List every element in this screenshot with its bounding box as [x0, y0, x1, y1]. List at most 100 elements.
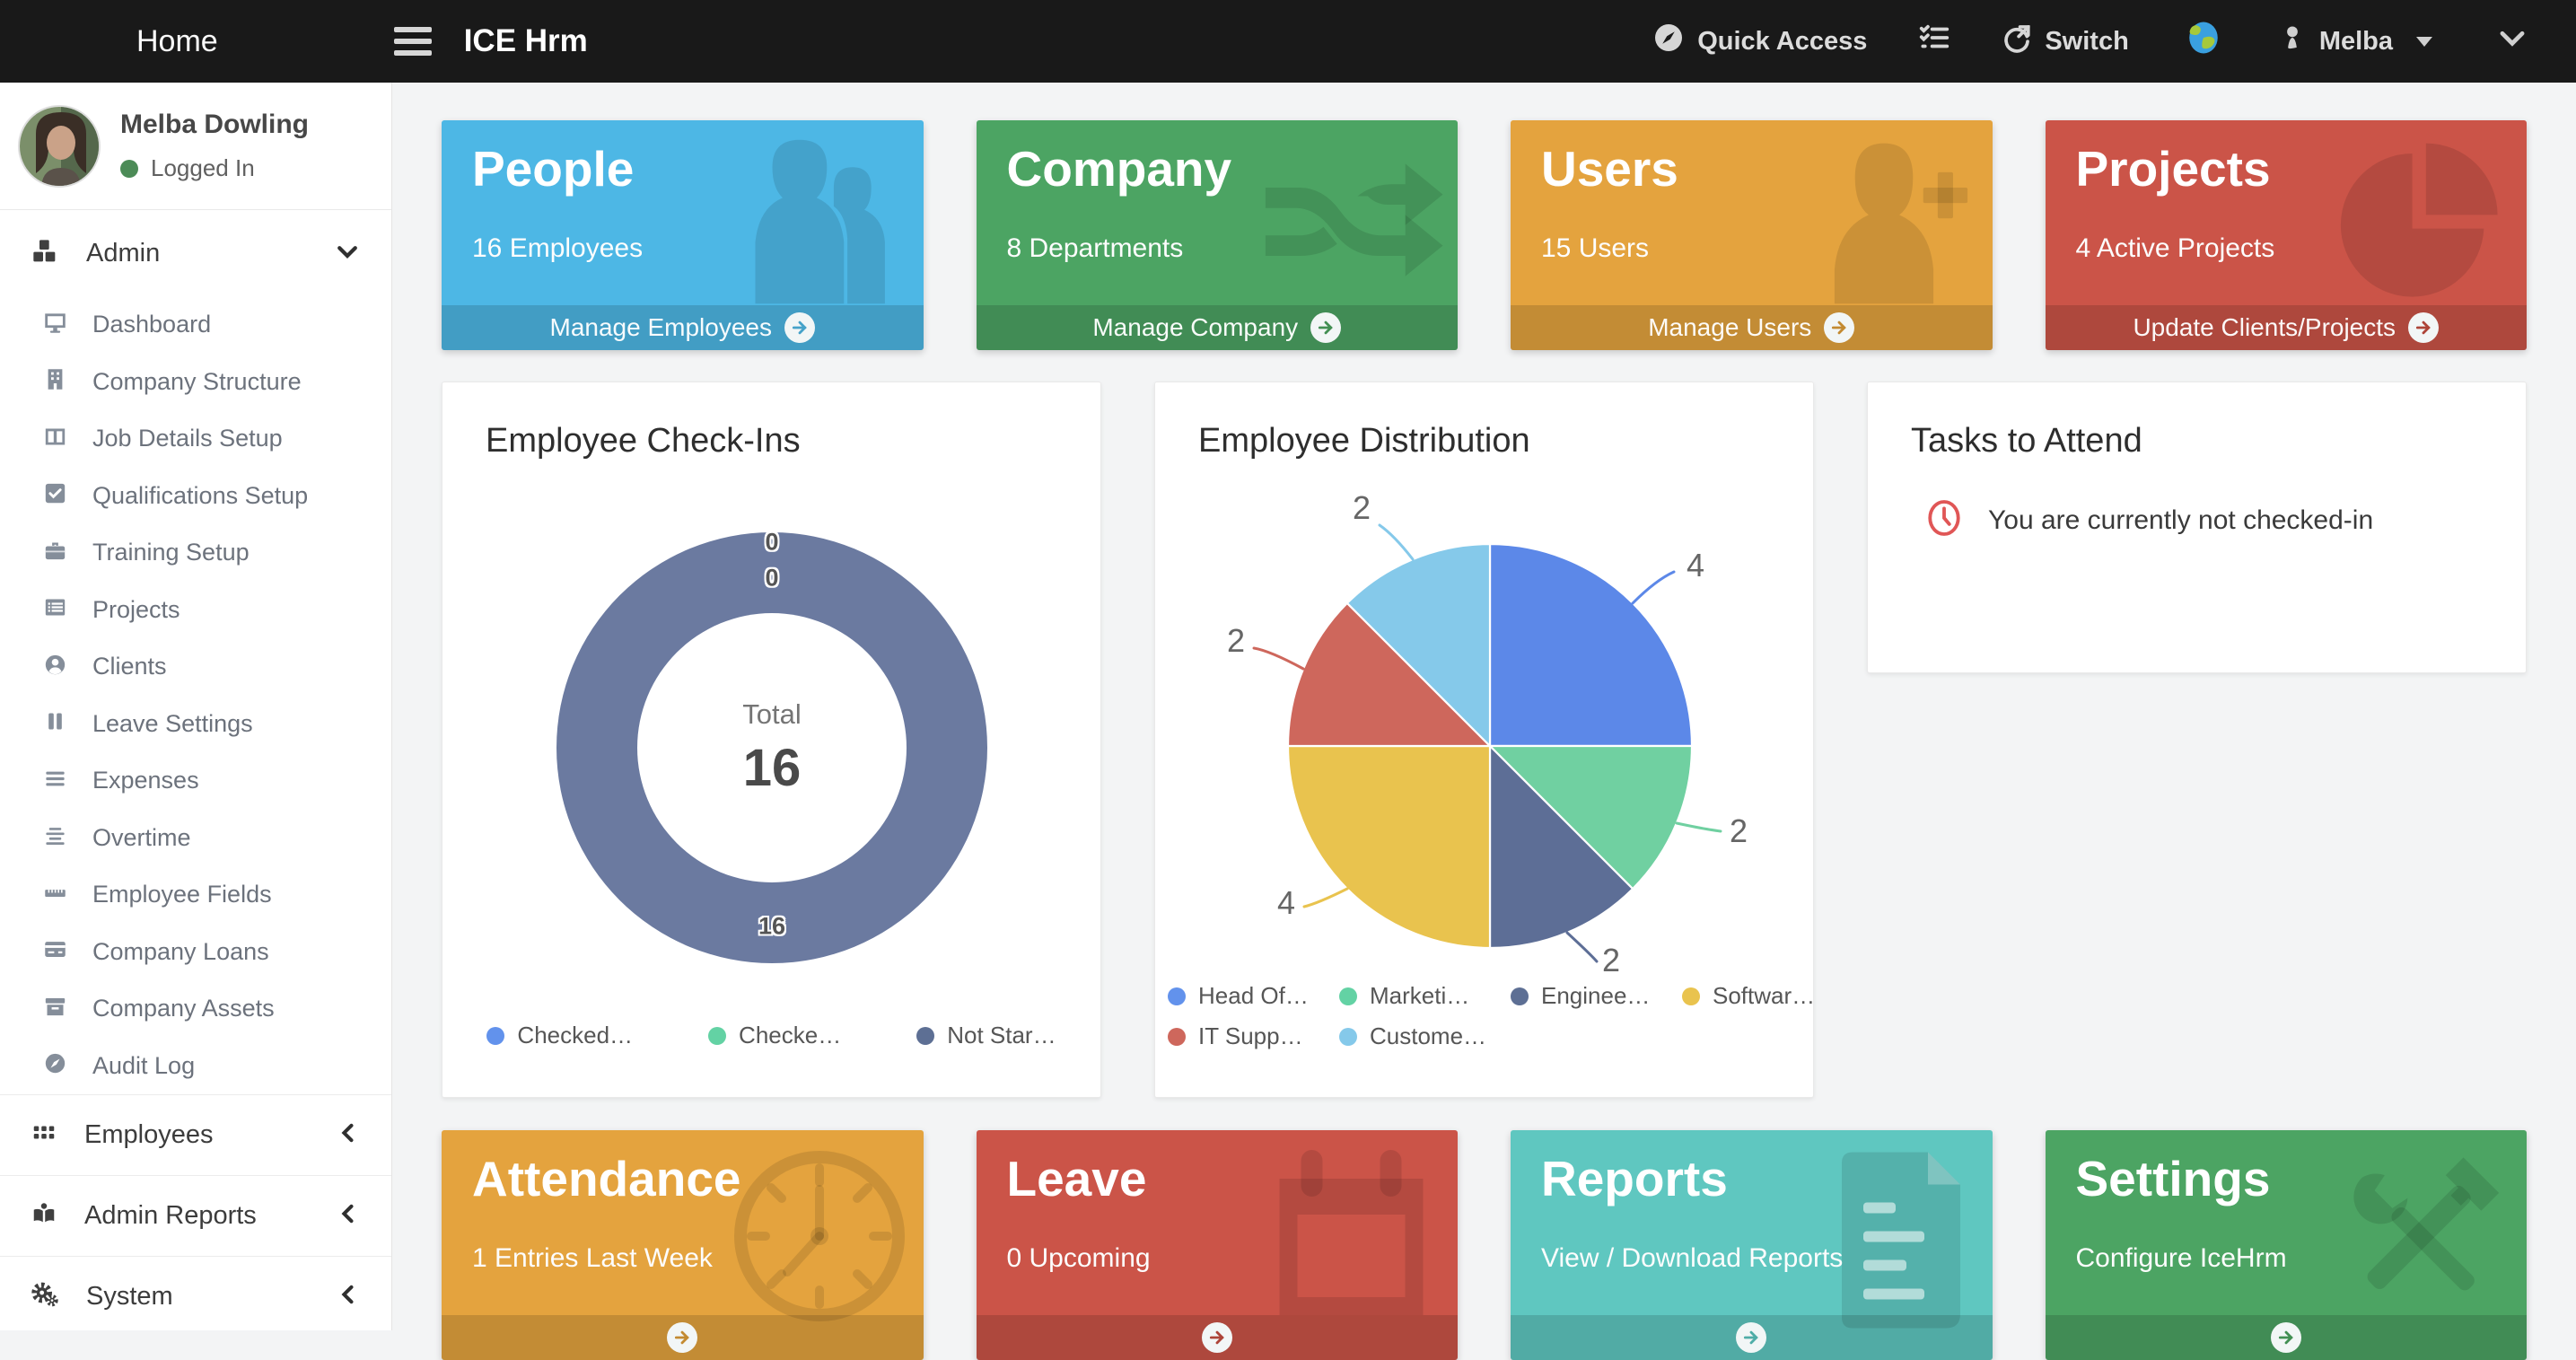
sidebar-item-qualifications-setup[interactable]: Qualifications Setup — [0, 468, 391, 525]
legend-item[interactable]: Checked… — [486, 1022, 633, 1049]
arrow-right-icon — [1310, 312, 1342, 343]
topbar: Home ICE Hrm Quick Access — [0, 0, 2576, 83]
checklist-button[interactable] — [1917, 21, 1951, 62]
sidebar-item-leave-settings[interactable]: Leave Settings — [0, 696, 391, 753]
pie-value-label: 4 — [1687, 547, 1704, 583]
sidebar-item-job-details-setup[interactable]: Job Details Setup — [0, 410, 391, 468]
tile-subtitle: Configure IceHrm — [2075, 1243, 2287, 1273]
document-icon — [1841, 1152, 1960, 1329]
monitor-icon — [43, 311, 67, 339]
manage-users-link[interactable]: Manage Users — [1511, 305, 1993, 350]
checkins-legend: Checked… Checke… Not Star… — [442, 1022, 1100, 1049]
compass-icon — [1652, 22, 1685, 61]
tile-title: Projects — [2075, 141, 2271, 197]
quick-access-button[interactable]: Quick Access — [1652, 22, 1867, 61]
tile-reports[interactable]: Reports View / Download Reports — [1511, 1130, 1993, 1360]
legend-item[interactable]: Checke… — [708, 1022, 841, 1049]
clock-icon — [733, 1151, 905, 1321]
legend-swatch — [1168, 987, 1186, 1005]
switch-button[interactable]: Switch — [2002, 22, 2129, 60]
sidebar-section-admin[interactable]: Admin — [0, 210, 391, 296]
pie-value-label: 4 — [1277, 884, 1295, 921]
tile-title: Company — [1006, 141, 1232, 197]
main-content: People 16 Employees Manage Employees Com… — [392, 83, 2576, 1360]
calendar-icon — [1279, 1150, 1424, 1315]
settings-footer-link[interactable] — [2045, 1315, 2527, 1360]
ruler-icon — [43, 881, 67, 909]
person-icon — [2278, 23, 2307, 59]
sidebar-item-expenses[interactable]: Expenses — [0, 752, 391, 810]
manage-employees-link[interactable]: Manage Employees — [442, 305, 924, 350]
tile-title: Settings — [2075, 1151, 2271, 1206]
sidebar-item-company-loans[interactable]: Company Loans — [0, 924, 391, 981]
update-clients-projects-link[interactable]: Update Clients/Projects — [2045, 305, 2527, 350]
building-icon — [43, 367, 67, 396]
arrow-right-icon — [784, 312, 815, 343]
legend-swatch — [1682, 987, 1700, 1005]
arrow-right-icon — [1201, 1322, 1232, 1353]
sidebar-item-training-setup[interactable]: Training Setup — [0, 524, 391, 582]
task-message: You are currently not checked-in — [1988, 505, 2374, 535]
sidebar-item-company-assets[interactable]: Company Assets — [0, 980, 391, 1038]
sidebar-item-clients[interactable]: Clients — [0, 638, 391, 696]
cubes-icon — [31, 237, 59, 270]
legend-item[interactable]: Not Star… — [916, 1022, 1056, 1049]
chevron-left-icon — [336, 1120, 361, 1150]
leave-footer-link[interactable] — [976, 1315, 1458, 1360]
sidebar-item-company-structure[interactable]: Company Structure — [0, 354, 391, 411]
sidebar-item-projects[interactable]: Projects — [0, 582, 391, 639]
hamburger-icon[interactable] — [393, 27, 432, 56]
legend-item[interactable]: Enginee… — [1511, 982, 1682, 1010]
tile-subtitle: 0 Upcoming — [1006, 1243, 1151, 1273]
archive-icon — [43, 995, 67, 1023]
reports-footer-link[interactable] — [1511, 1315, 1993, 1360]
chevron-left-icon — [336, 1201, 361, 1231]
collapse-topbar-button[interactable] — [2495, 21, 2529, 62]
tile-company[interactable]: Company 8 Departments Manage Company — [976, 120, 1458, 350]
sidebar-item-audit-log[interactable]: Audit Log — [0, 1038, 391, 1095]
tile-leave[interactable]: Leave 0 Upcoming — [976, 1130, 1458, 1360]
donut-point-label: 16 — [758, 912, 786, 940]
language-globe-button[interactable] — [2185, 19, 2222, 64]
chart-title: Employee Check-Ins — [486, 422, 801, 460]
tile-people[interactable]: People 16 Employees Manage Employees — [442, 120, 924, 350]
gears-icon — [31, 1280, 59, 1313]
report-reader-icon — [31, 1200, 57, 1232]
pie-slice-software[interactable] — [1286, 744, 1492, 950]
user-menu[interactable]: Melba — [2278, 23, 2432, 59]
distribution-pie-chart: 4 2 2 2 4 2 — [1227, 489, 1748, 975]
checkins-doughnut-chart[interactable]: Total 16 — [556, 532, 987, 963]
home-link[interactable]: Home — [136, 23, 218, 58]
legend-item[interactable]: Head Of… — [1168, 982, 1339, 1010]
tile-users[interactable]: Users 15 Users Manage Users — [1511, 120, 1993, 350]
legend-swatch — [1339, 987, 1357, 1005]
legend-item[interactable]: IT Supp… — [1168, 1022, 1339, 1050]
manage-company-link[interactable]: Manage Company — [976, 305, 1458, 350]
legend-swatch — [486, 1026, 505, 1045]
donut-point-label: 0 — [765, 528, 779, 556]
legend-item[interactable]: Softwar… — [1682, 982, 1853, 1010]
chevron-down-icon — [2495, 21, 2529, 62]
sidebar-section-admin-reports[interactable]: Admin Reports — [0, 1175, 391, 1256]
attendance-footer-link[interactable] — [442, 1315, 924, 1360]
sidebar-section-system[interactable]: System — [0, 1256, 391, 1337]
legend-item[interactable]: Marketi… — [1339, 982, 1511, 1010]
arrow-right-icon — [1824, 312, 1855, 343]
tile-settings[interactable]: Settings Configure IceHrm — [2045, 1130, 2527, 1360]
topbar-actions: Quick Access Switch — [1652, 19, 2529, 64]
sidebar-item-overtime[interactable]: Overtime — [0, 810, 391, 867]
tile-attendance[interactable]: Attendance 1 Entries Last Week — [442, 1130, 924, 1360]
clock-alert-icon — [1923, 497, 1965, 543]
chart-title: Employee Distribution — [1198, 422, 1530, 460]
caret-down-icon — [2416, 36, 2432, 47]
tile-subtitle: 4 Active Projects — [2075, 233, 2275, 263]
sidebar-item-dashboard[interactable]: Dashboard — [0, 296, 391, 354]
tasks-title: Tasks to Attend — [1911, 422, 2142, 460]
sidebar-section-employees[interactable]: Employees — [0, 1094, 391, 1175]
pie-slice-head-office[interactable] — [1488, 542, 1694, 748]
legend-swatch — [708, 1026, 727, 1045]
tile-projects[interactable]: Projects 4 Active Projects Update Client… — [2045, 120, 2527, 350]
admin-submenu: Dashboard Company Structure Job Details … — [0, 296, 391, 1094]
sidebar-item-employee-fields[interactable]: Employee Fields — [0, 866, 391, 924]
legend-item[interactable]: Custome… — [1339, 1022, 1511, 1050]
